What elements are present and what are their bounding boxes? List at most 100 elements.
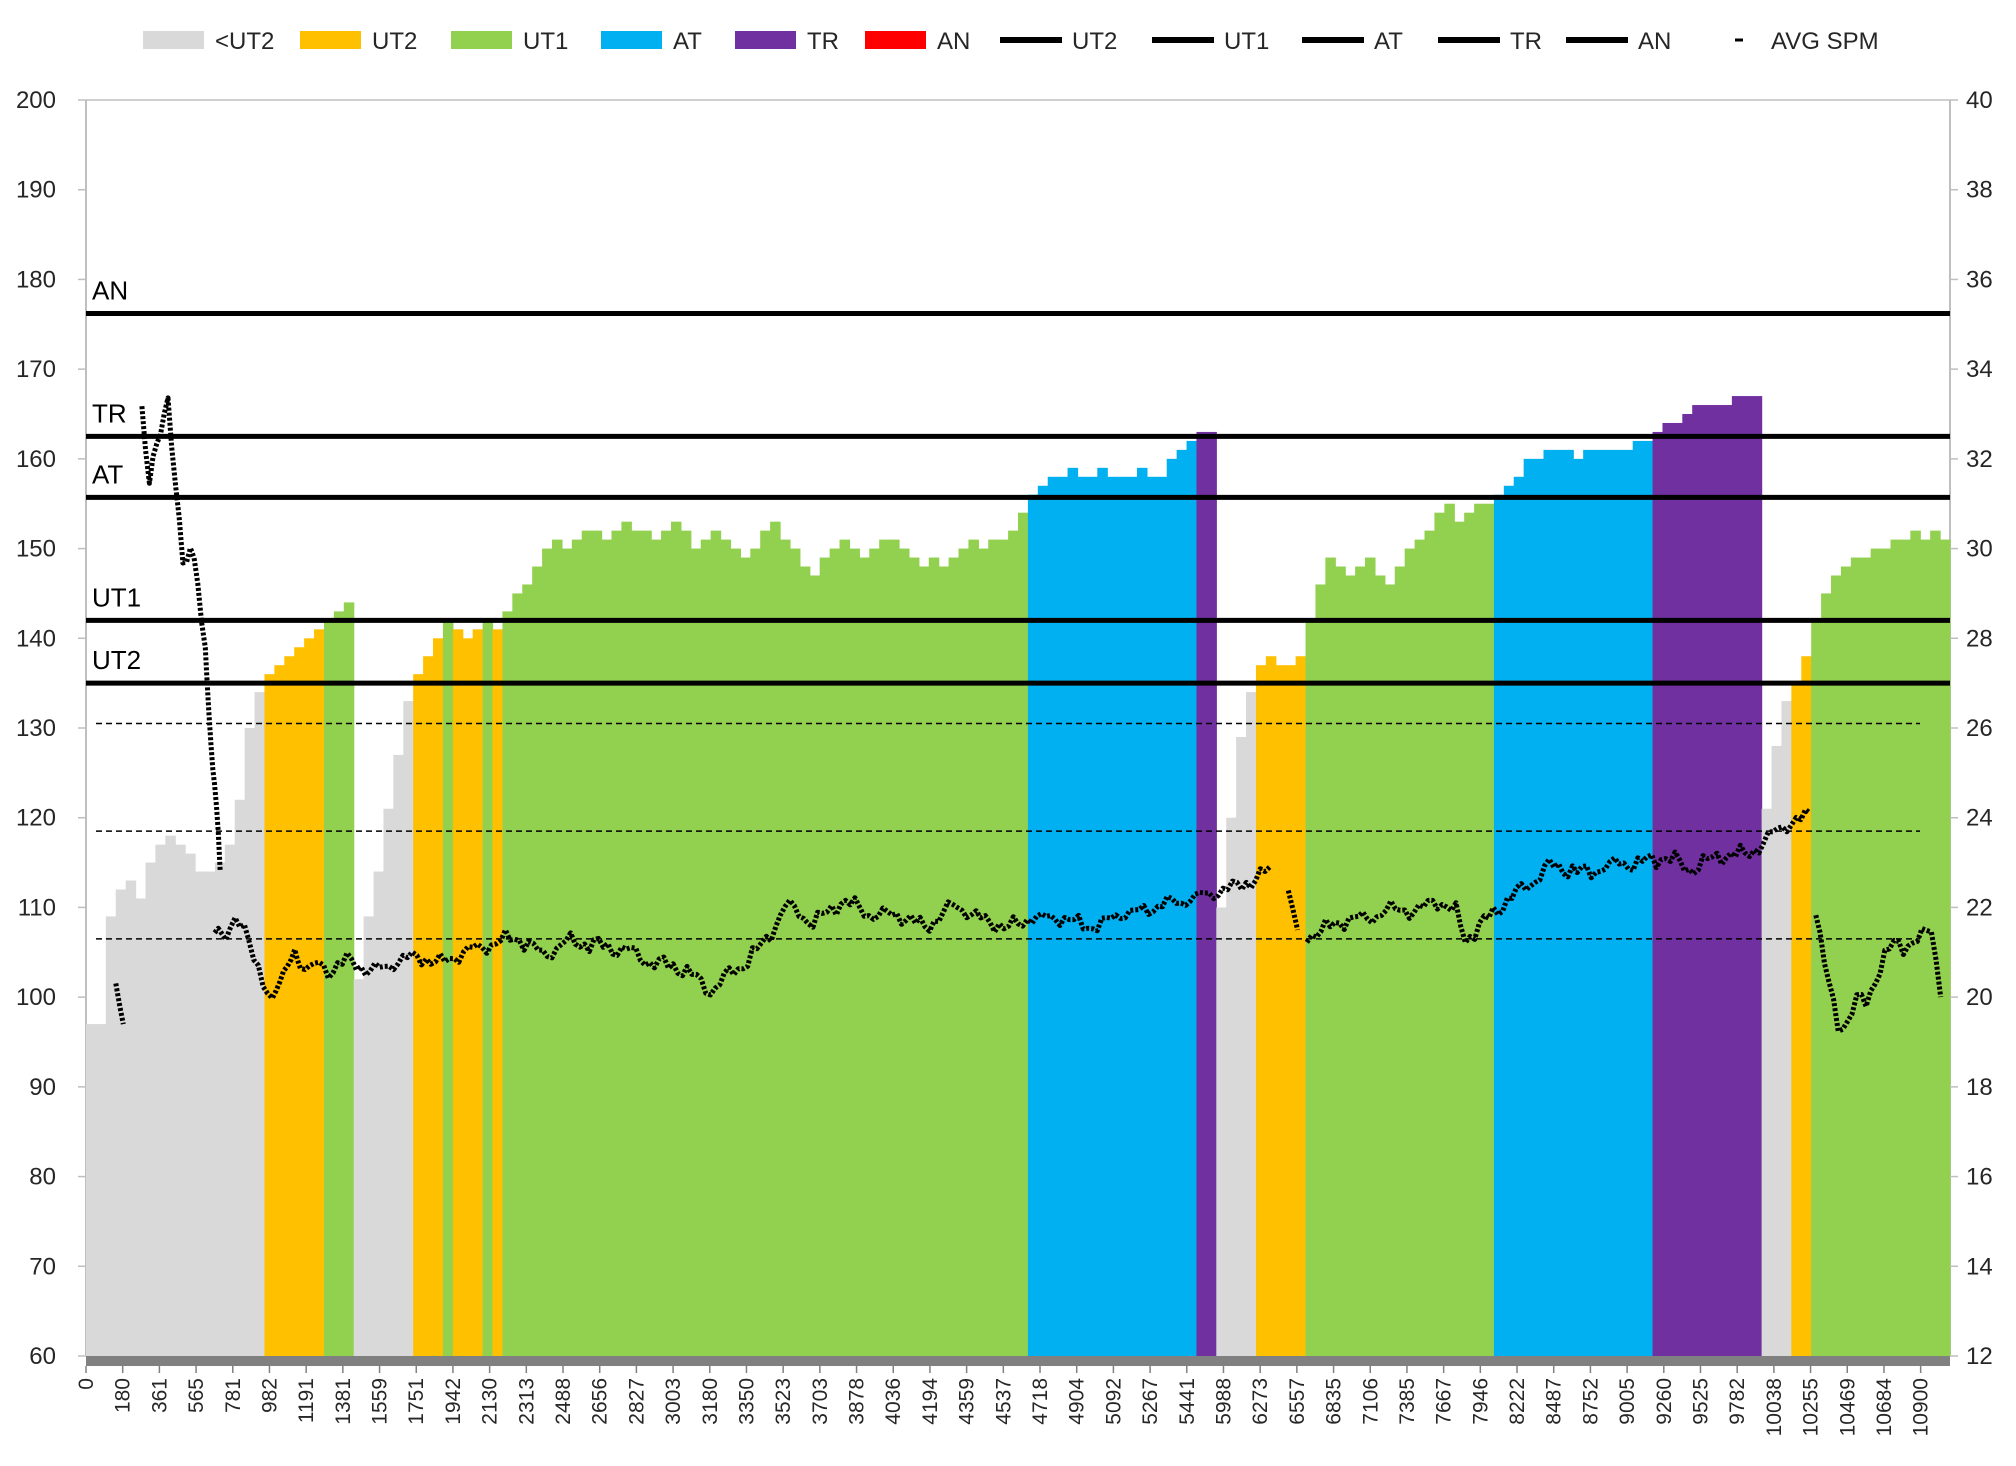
hr-bar bbox=[462, 638, 474, 1356]
avg-spm-trace bbox=[113, 395, 1944, 1034]
hr-bar bbox=[1791, 683, 1802, 1356]
hr-bar bbox=[1265, 656, 1277, 1356]
hr-bar bbox=[1642, 440, 1654, 1356]
hr-bar bbox=[839, 539, 851, 1356]
legend-swatch bbox=[735, 31, 796, 49]
hr-bar bbox=[571, 539, 583, 1356]
hr-bar bbox=[1712, 405, 1723, 1356]
hr-bar bbox=[224, 844, 236, 1356]
x-tick-label: 4036 bbox=[882, 1378, 905, 1425]
x-tick-label: 1559 bbox=[369, 1378, 392, 1425]
hr-bar bbox=[155, 844, 166, 1356]
hr-bar bbox=[700, 539, 712, 1356]
hr-bar bbox=[869, 548, 880, 1356]
hr-bar bbox=[690, 548, 702, 1356]
hr-bar bbox=[264, 674, 275, 1356]
avg-spm-line bbox=[212, 865, 1272, 1001]
hr-bar bbox=[1404, 548, 1416, 1356]
y2-tick-label: 36 bbox=[1966, 266, 1993, 293]
hr-bar bbox=[641, 530, 652, 1356]
hr-bar bbox=[1325, 557, 1336, 1356]
hr-bar bbox=[1652, 431, 1664, 1356]
y-axis-left: 60 70 80 90 100 110 120 130 140 150 160 170 180 190 20… bbox=[16, 87, 86, 1370]
threshold-label-an: AN bbox=[92, 276, 128, 306]
hr-bar bbox=[1146, 476, 1158, 1356]
hr-bar bbox=[1850, 557, 1862, 1356]
hr-bar bbox=[1940, 539, 1951, 1356]
hr-bar bbox=[175, 844, 186, 1356]
hr-bar bbox=[1365, 557, 1376, 1356]
hr-bar bbox=[1741, 396, 1753, 1356]
hr-bar bbox=[482, 620, 494, 1356]
hr-bar bbox=[1781, 701, 1792, 1356]
hr-bar bbox=[1672, 422, 1683, 1357]
hr-bar bbox=[165, 835, 176, 1356]
x-tick-label: 0 bbox=[75, 1378, 98, 1390]
x-tick-label: 10469 bbox=[1836, 1378, 1859, 1436]
x-tick-label: 1751 bbox=[405, 1378, 428, 1425]
hr-bar bbox=[403, 701, 414, 1356]
x-tick-label: 5441 bbox=[1176, 1378, 1199, 1425]
hr-bar bbox=[1751, 396, 1763, 1356]
hr-bar bbox=[145, 862, 156, 1356]
hr-bar bbox=[1414, 539, 1426, 1356]
x-tick-label: 2827 bbox=[625, 1378, 648, 1425]
legend-label: AT bbox=[673, 28, 702, 55]
hr-bar bbox=[492, 629, 504, 1356]
hr-bar bbox=[343, 602, 355, 1356]
x-tick-label: 3003 bbox=[662, 1378, 685, 1425]
hr-bar bbox=[1890, 539, 1902, 1356]
x-tick-label: 1191 bbox=[295, 1378, 318, 1423]
y2-tick-label: 30 bbox=[1966, 536, 1993, 563]
x-tick-label: 1381 bbox=[332, 1378, 355, 1425]
hr-bar bbox=[908, 557, 920, 1356]
x-tick-label: 7667 bbox=[1433, 1378, 1456, 1425]
hr-bar bbox=[1315, 584, 1326, 1356]
y2-tick-label: 14 bbox=[1966, 1253, 1993, 1280]
hr-bar bbox=[244, 728, 256, 1356]
hr-bar bbox=[1484, 503, 1495, 1357]
avg-spm-line bbox=[1813, 914, 1944, 1034]
x-tick-label: 2656 bbox=[589, 1378, 612, 1425]
hr-bar bbox=[879, 539, 890, 1356]
hr-bar bbox=[799, 566, 811, 1356]
y-tick-label: 100 bbox=[16, 984, 56, 1011]
hr-bar bbox=[1870, 548, 1882, 1356]
hr-bar bbox=[1900, 539, 1911, 1356]
avg-spm-line bbox=[139, 395, 223, 872]
y2-tick-label: 32 bbox=[1966, 446, 1993, 473]
hr-bar bbox=[532, 566, 543, 1356]
y-tick-label: 140 bbox=[16, 625, 56, 652]
hr-bar bbox=[1127, 476, 1138, 1356]
hr-bar bbox=[928, 557, 940, 1356]
hr-bar bbox=[611, 530, 622, 1356]
y-tick-label: 180 bbox=[16, 266, 56, 293]
x-tick-label: 5092 bbox=[1102, 1378, 1125, 1425]
y-tick-label: 60 bbox=[29, 1343, 56, 1370]
x-tick-label: 10038 bbox=[1763, 1378, 1786, 1436]
threshold-label-tr: TR bbox=[92, 398, 127, 428]
hr-bar bbox=[214, 862, 226, 1356]
x-tick-label: 4359 bbox=[956, 1378, 979, 1425]
x-tick-label: 2313 bbox=[515, 1378, 538, 1425]
hr-bar bbox=[204, 871, 216, 1356]
x-tick-label: 1942 bbox=[442, 1378, 465, 1425]
legend-label: UT2 bbox=[1072, 28, 1117, 55]
y2-tick-label: 18 bbox=[1966, 1074, 1993, 1101]
legend-label: AN bbox=[937, 28, 970, 55]
hr-bar bbox=[542, 548, 553, 1356]
hr-bar bbox=[1037, 485, 1049, 1356]
y-tick-label: 130 bbox=[16, 715, 56, 742]
hr-bar bbox=[780, 539, 791, 1356]
x-tick-label: 565 bbox=[185, 1378, 208, 1413]
x-tick-label: 8222 bbox=[1506, 1378, 1529, 1425]
hr-bar bbox=[1612, 449, 1624, 1356]
y2-tick-label: 38 bbox=[1966, 177, 1993, 204]
hr-bar bbox=[1156, 476, 1168, 1356]
hr-bar bbox=[472, 629, 484, 1356]
hr-bar bbox=[353, 979, 365, 1356]
hr-bar bbox=[333, 611, 345, 1356]
hr-bar bbox=[750, 548, 761, 1356]
hr-bar bbox=[512, 593, 523, 1356]
hr-bar bbox=[1860, 557, 1872, 1356]
